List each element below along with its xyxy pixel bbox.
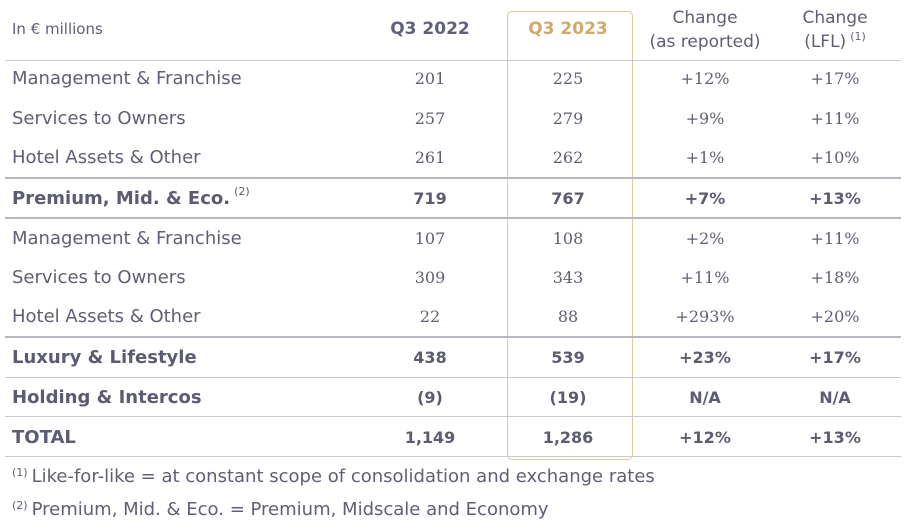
value-change-lfl: N/A: [819, 387, 851, 407]
header-lfl-footnote-mark: (1): [850, 30, 866, 43]
row-divider: [5, 416, 901, 417]
table-row: Management & Franchise 201 225 +12% +17%: [5, 59, 901, 97]
row-label: Services to Owners: [12, 107, 186, 129]
value-change-lfl: +11%: [810, 228, 860, 248]
table-row-subtotal: Holding & Intercos (9) (19) N/A N/A: [5, 378, 901, 416]
row-label: Luxury & Lifestyle: [12, 346, 197, 368]
value-change-lfl: +20%: [810, 306, 860, 326]
value-q3-2023: 539: [551, 347, 585, 367]
value-change-lfl: +13%: [809, 427, 861, 447]
value-q3-2022: 261: [414, 147, 446, 167]
header-divider: [5, 60, 901, 61]
value-q3-2023: 262: [552, 147, 584, 167]
q3-2023-highlight-frame: [507, 11, 633, 460]
footnote-1: (1) Like-for-like = at constant scope of …: [12, 466, 655, 487]
row-label: Premium, Mid. & Eco.: [12, 187, 231, 209]
value-change-reported: +7%: [684, 188, 726, 208]
row-footnote-mark: (2): [234, 184, 250, 198]
value-q3-2022: 719: [413, 188, 447, 208]
table-row-subtotal: Luxury & Lifestyle 438 539 +23% +17%: [5, 338, 901, 376]
value-q3-2022: 107: [414, 228, 446, 248]
table-row: Hotel Assets & Other 22 88 +293% +20%: [5, 297, 901, 335]
header-change-lfl: Change (LFL) (1): [775, 6, 895, 68]
value-change-reported: +1%: [685, 147, 725, 167]
value-change-lfl: +18%: [810, 267, 860, 287]
value-q3-2023: (19): [549, 387, 587, 407]
value-q3-2023: 88: [557, 306, 579, 326]
table-row-subtotal: Premium, Mid. & Eco. (2) 719 767 +7% +13%: [5, 179, 901, 217]
value-change-reported: +12%: [679, 427, 731, 447]
header-change-reported: Change (as reported): [631, 6, 779, 68]
row-label: Holding & Intercos: [12, 386, 202, 408]
value-q3-2022: 257: [414, 108, 446, 128]
header-change-reported-line1: Change: [672, 8, 738, 28]
row-label: TOTAL: [12, 426, 76, 448]
row-label: Management & Franchise: [12, 67, 242, 89]
value-q3-2023: 1,286: [542, 427, 594, 447]
footnote-2-text: Premium, Mid. & Eco. = Premium, Midscale…: [31, 499, 549, 520]
value-q3-2023: 279: [552, 108, 584, 128]
table-row: Services to Owners 309 343 +11% +18%: [5, 258, 901, 296]
row-label-wrap: Premium, Mid. & Eco. (2): [12, 179, 250, 217]
value-q3-2022: 438: [413, 347, 447, 367]
value-change-reported: N/A: [689, 387, 721, 407]
value-change-reported: +12%: [680, 68, 730, 88]
row-divider: [5, 377, 901, 378]
value-change-lfl: +17%: [809, 347, 861, 367]
header-change-lfl-line2-wrap: (LFL) (1): [775, 30, 895, 56]
value-change-lfl: +11%: [810, 108, 860, 128]
value-q3-2022: (9): [417, 387, 443, 407]
segment-divider: [5, 217, 901, 219]
footnote-2: (2) Premium, Mid. & Eco. = Premium, Midsc…: [12, 499, 549, 520]
value-change-lfl: +13%: [809, 188, 861, 208]
value-q3-2023: 767: [551, 188, 585, 208]
table-row: Services to Owners 257 279 +9% +11%: [5, 99, 901, 137]
value-q3-2022: 201: [414, 68, 446, 88]
header-change-lfl-line1: Change: [802, 8, 868, 28]
header-q3-2022: Q3 2022: [390, 19, 470, 39]
row-label: Hotel Assets & Other: [12, 146, 201, 168]
row-label: Management & Franchise: [12, 227, 242, 249]
footnote-2-mark: (2): [12, 499, 28, 512]
value-q3-2023: 225: [552, 68, 584, 88]
units-label: In € millions: [12, 20, 103, 38]
footnote-1-text: Like-for-like = at constant scope of con…: [31, 466, 655, 487]
table-row-total: TOTAL 1,149 1,286 +12% +13%: [5, 418, 901, 456]
row-label: Services to Owners: [12, 266, 186, 288]
value-change-reported: +293%: [675, 306, 735, 326]
header-q3-2023: Q3 2023: [528, 19, 608, 39]
value-q3-2023: 343: [552, 267, 584, 287]
table-row: Management & Franchise 107 108 +2% +11%: [5, 219, 901, 257]
value-q3-2022: 1,149: [404, 427, 456, 447]
value-change-lfl: +17%: [810, 68, 860, 88]
table-bottom-border: [5, 456, 901, 457]
value-change-reported: +9%: [685, 108, 725, 128]
segment-divider: [5, 336, 901, 338]
footnote-1-mark: (1): [12, 466, 28, 479]
value-q3-2022: 22: [419, 306, 441, 326]
value-change-reported: +11%: [680, 267, 730, 287]
table-row: Hotel Assets & Other 261 262 +1% +10%: [5, 138, 901, 176]
value-change-reported: +23%: [679, 347, 731, 367]
header-change-lfl-line2: (LFL): [804, 32, 847, 52]
value-q3-2023: 108: [552, 228, 584, 248]
segment-divider: [5, 177, 901, 179]
value-change-reported: +2%: [685, 228, 725, 248]
value-q3-2022: 309: [414, 267, 446, 287]
row-label: Hotel Assets & Other: [12, 305, 201, 327]
header-change-reported-line2: (as reported): [649, 32, 761, 52]
value-change-lfl: +10%: [810, 147, 860, 167]
